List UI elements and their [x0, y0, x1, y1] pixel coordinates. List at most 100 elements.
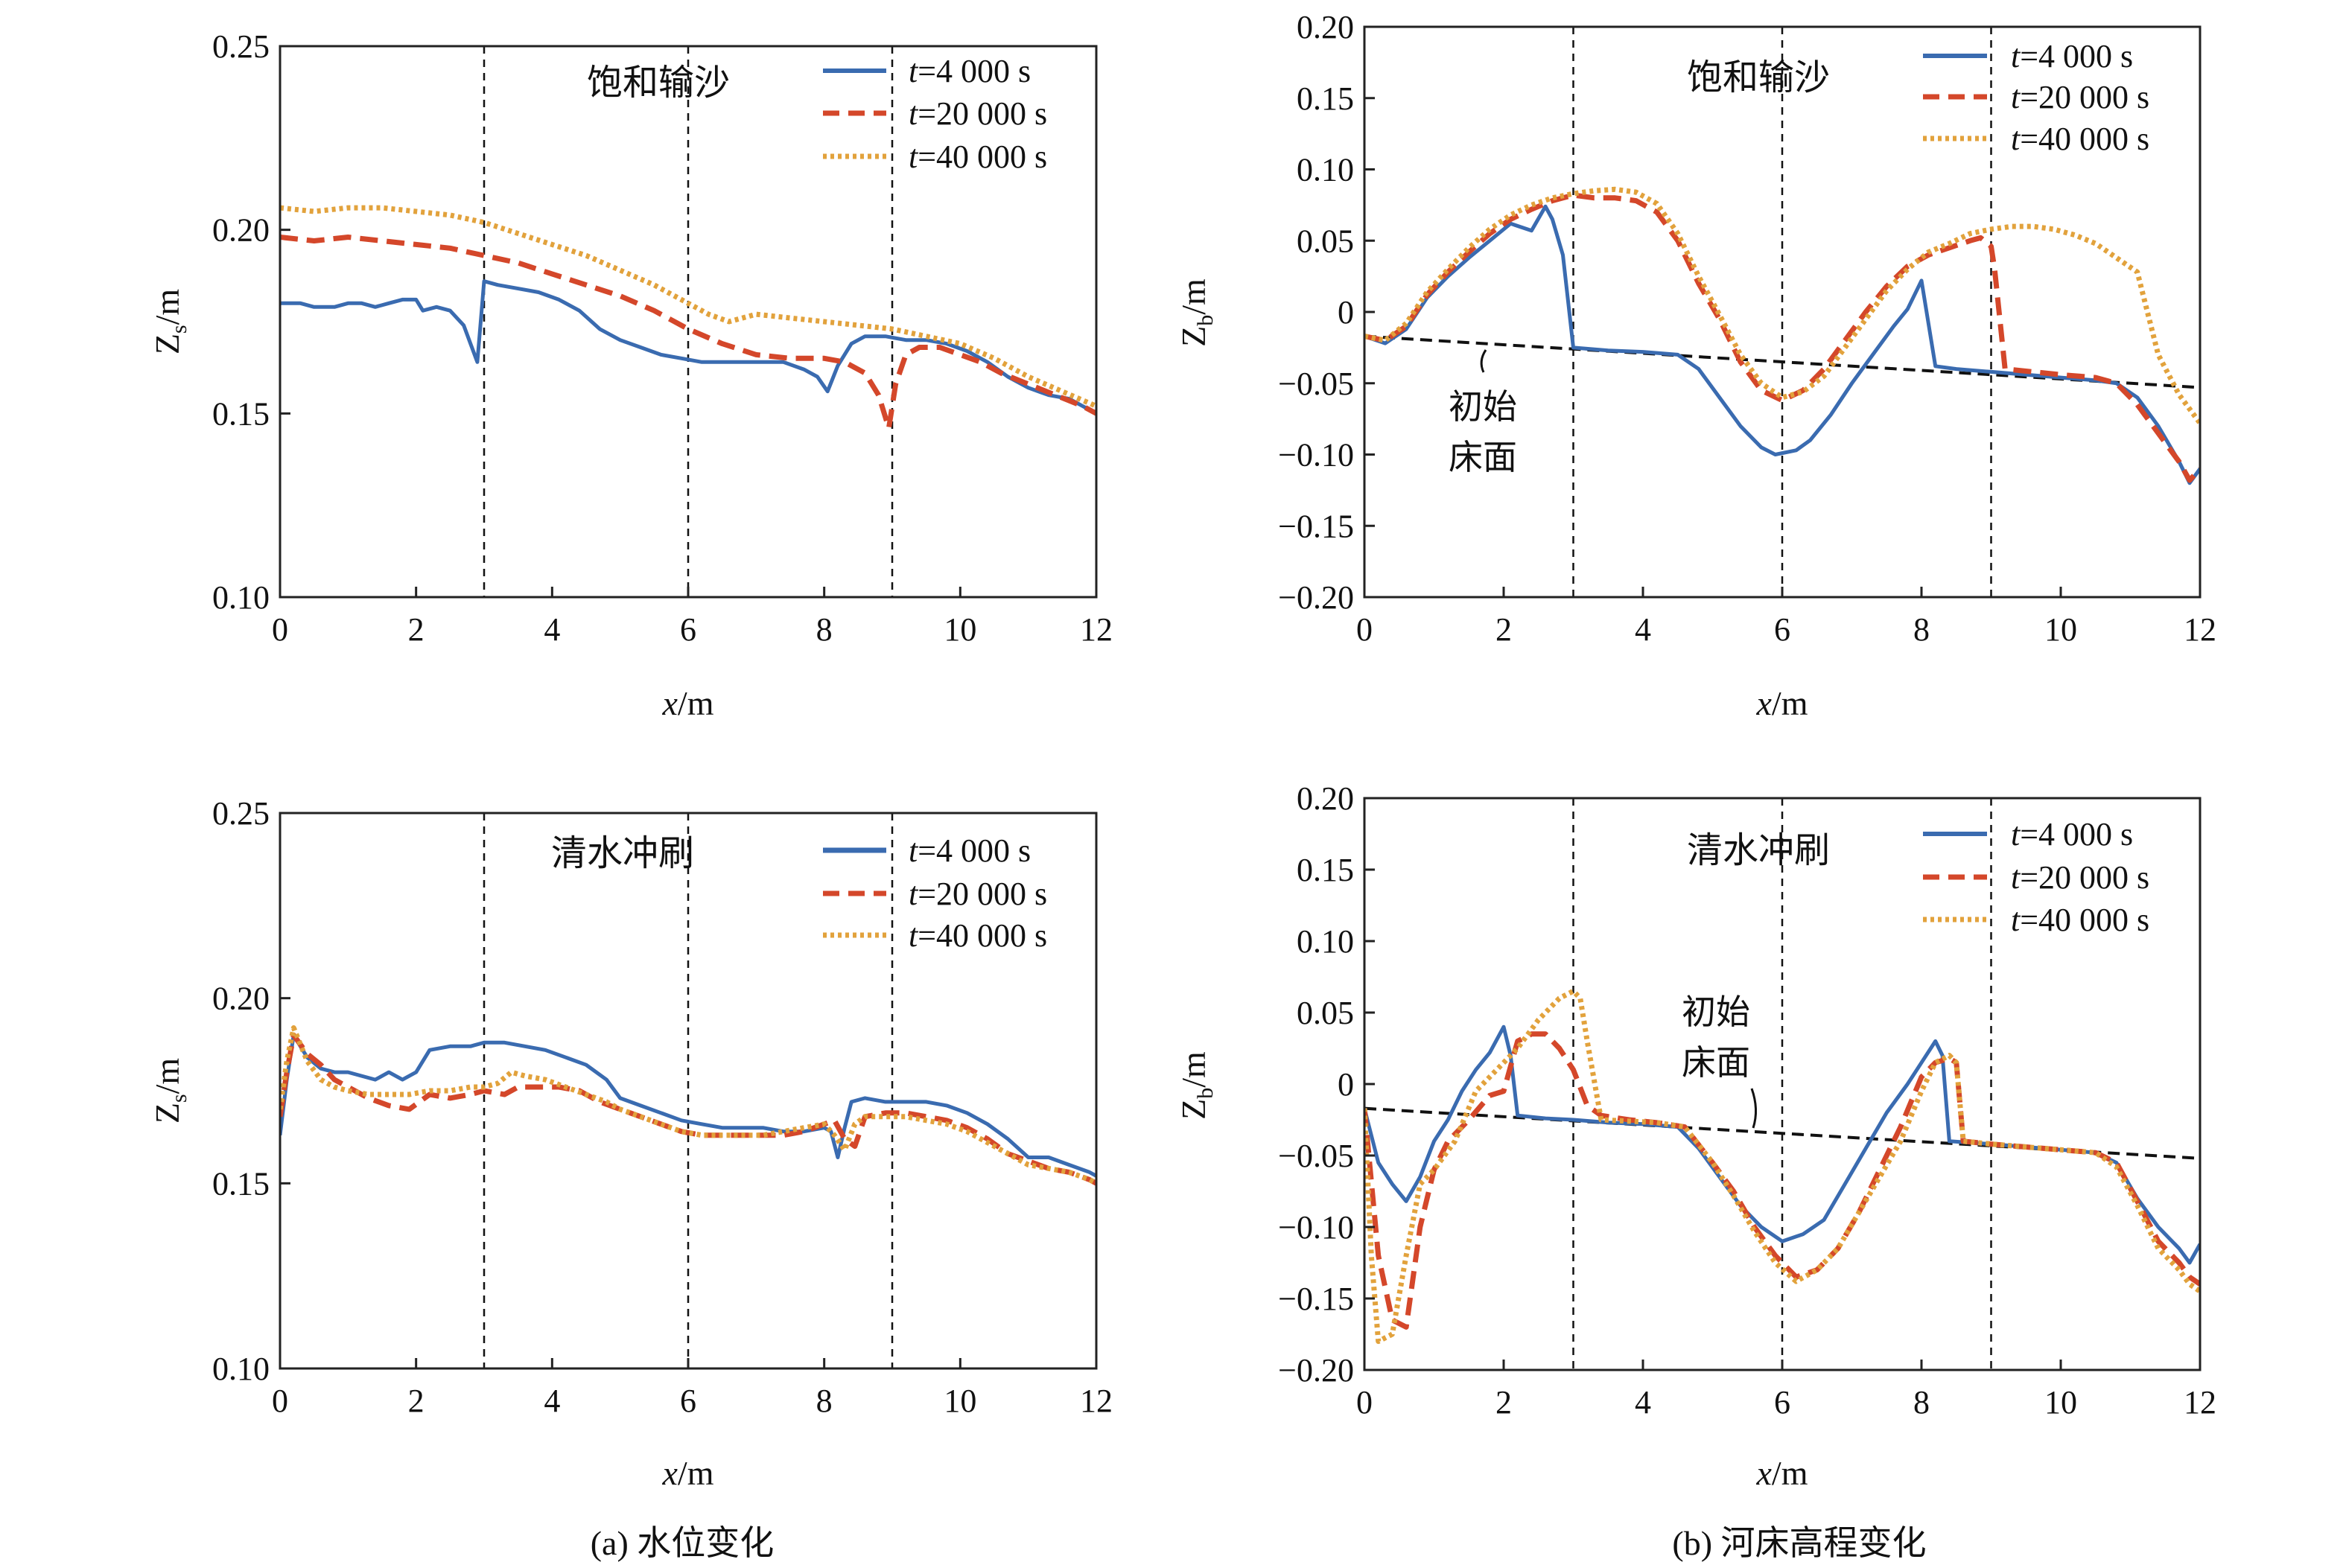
annotation-leader [1750, 1088, 1757, 1129]
x-axis-label: x/m [1756, 684, 1808, 722]
y-tick-label: 0.05 [1297, 223, 1354, 259]
annotation-line2: 床面 [1682, 1044, 1750, 1082]
axis-ticks: 0 2 4 6 8 10 12 0.10 0.15 0.20 0.25 [212, 795, 1113, 1419]
legend-label-4000: t=4 000 s [909, 832, 1031, 869]
y-tick-label: −0.15 [1278, 508, 1354, 544]
legend: t=4 000 s t=20 000 s t=40 000 s [1923, 816, 2149, 938]
x-tick-label: 0 [1356, 1384, 1373, 1421]
legend: t=4 000 s t=20 000 s t=40 000 s [823, 832, 1047, 954]
legend-label-40000: t=40 000 s [2011, 902, 2149, 938]
vertical-reference-lines [483, 46, 894, 597]
x-tick-label: 4 [544, 611, 560, 648]
caption-b: (b) 河床高程变化 [1672, 1524, 1926, 1562]
x-tick-label: 2 [408, 611, 425, 648]
series-lines [280, 1025, 1096, 1186]
y-axis-label: Zs/m [148, 289, 191, 355]
y-tick-label: 0.05 [1297, 995, 1354, 1031]
panel-title: 清水冲刷 [1687, 831, 1830, 870]
series-line-4000 [280, 279, 1096, 415]
chart-panel-bottom-left: 0 2 4 6 8 10 12 0.10 0.15 0.20 0.25 清水冲刷 t=4 000 s… [148, 795, 1113, 1492]
y-tick-label: 0 [1338, 1066, 1354, 1103]
axis-ticks: 0 2 4 6 8 10 12 −0.20 −0.15 −0.10 −0.05 0 0.05 0.10 0.… [1278, 780, 2216, 1421]
chart-panel-top-left: 0 2 4 6 8 10 12 0.10 0.15 0.20 0.25 饱和输沙 t=4 000 s… [148, 28, 1113, 722]
x-tick-label: 10 [2044, 1384, 2077, 1421]
legend: t=4 000 s t=20 000 s t=40 000 s [823, 53, 1047, 175]
axis-ticks: 0 2 4 6 8 10 12 0.10 0.15 0.20 0.25 [212, 28, 1113, 648]
x-tick-label: 4 [544, 1383, 560, 1419]
y-tick-label: 0.15 [212, 1165, 270, 1202]
series-lines [1364, 988, 2200, 1345]
x-tick-label: 0 [1356, 611, 1373, 648]
legend-label-40000: t=40 000 s [909, 917, 1047, 954]
chart-panel-bottom-right: 0 2 4 6 8 10 12 −0.20 −0.15 −0.10 −0.05 0 0.05 0.10 0.… [1174, 780, 2216, 1492]
x-tick-label: 6 [1774, 1384, 1790, 1421]
y-tick-label: 0.15 [1297, 852, 1354, 888]
series-line-4000 [1364, 204, 2200, 485]
y-tick-label: 0.20 [212, 212, 270, 249]
legend-label-20000: t=20 000 s [909, 876, 1047, 912]
vertical-reference-lines [1572, 798, 1992, 1370]
series-line-40000 [280, 1025, 1096, 1186]
y-tick-label: 0.15 [212, 395, 270, 432]
annotation-line1: 初始 [1682, 993, 1750, 1031]
x-tick-label: 12 [2184, 611, 2216, 648]
legend-label-20000: t=20 000 s [909, 95, 1047, 132]
series-lines [280, 205, 1096, 431]
y-axis-label: Zb/m [1174, 1051, 1218, 1120]
panel-title: 饱和输沙 [587, 63, 730, 103]
y-tick-label: −0.05 [1278, 366, 1354, 402]
x-tick-label: 6 [1774, 611, 1790, 648]
x-axis-label: x/m [1756, 1454, 1808, 1492]
legend-label-20000: t=20 000 s [2011, 79, 2149, 115]
y-axis-label: Zs/m [148, 1058, 191, 1124]
x-tick-label: 0 [272, 1383, 288, 1419]
x-tick-label: 2 [408, 1383, 425, 1419]
series-line-20000 [280, 235, 1096, 431]
x-tick-label: 10 [2044, 611, 2077, 648]
y-axis-label: Zb/m [1174, 278, 1218, 347]
x-tick-label: 8 [1913, 1384, 1930, 1421]
annotation-line2: 床面 [1449, 439, 1517, 477]
x-tick-label: 12 [1080, 611, 1113, 648]
x-tick-label: 6 [680, 1383, 696, 1419]
chart-panel-top-right: 0 2 4 6 8 10 12 −0.20 −0.15 −0.10 −0.05 0 0.05 0.10 0.… [1174, 9, 2216, 722]
y-tick-label: 0.15 [1297, 80, 1354, 117]
legend-label-4000: t=4 000 s [909, 53, 1031, 89]
y-tick-label: 0.20 [212, 981, 270, 1017]
y-tick-label: 0.10 [1297, 923, 1354, 960]
x-tick-label: 4 [1635, 611, 1651, 648]
series-line-20000 [1364, 192, 2200, 483]
legend-label-4000: t=4 000 s [2011, 816, 2133, 852]
y-tick-label: 0.25 [212, 795, 270, 832]
x-tick-label: 8 [816, 611, 833, 648]
legend-label-40000: t=40 000 s [909, 138, 1047, 175]
annotation-line1: 初始 [1449, 388, 1517, 426]
x-tick-label: 10 [944, 1383, 976, 1419]
x-axis-label: x/m [662, 1454, 714, 1492]
y-tick-label: −0.20 [1278, 579, 1354, 616]
panel-title: 饱和输沙 [1687, 58, 1830, 98]
y-tick-label: 0.25 [212, 28, 270, 65]
caption-a: (a) 水位变化 [591, 1524, 775, 1562]
y-tick-label: −0.15 [1278, 1281, 1354, 1317]
x-tick-label: 2 [1495, 1384, 1512, 1421]
series-line-40000 [280, 205, 1096, 409]
vertical-reference-lines [1572, 27, 1992, 597]
y-tick-label: −0.10 [1278, 1209, 1354, 1246]
initial-bed-annotation: 初始 床面 [1682, 993, 1757, 1129]
series-line-20000 [280, 1032, 1096, 1186]
x-tick-label: 8 [816, 1383, 833, 1419]
legend-label-4000: t=4 000 s [2011, 38, 2133, 74]
y-tick-label: 0.10 [212, 579, 270, 616]
x-tick-label: 12 [1080, 1383, 1113, 1419]
legend: t=4 000 s t=20 000 s t=40 000 s [1923, 38, 2149, 157]
legend-label-20000: t=20 000 s [2011, 859, 2149, 896]
series-line-4000 [280, 1033, 1096, 1178]
y-tick-label: −0.10 [1278, 437, 1354, 474]
x-tick-label: 10 [944, 611, 976, 648]
axis-ticks: 0 2 4 6 8 10 12 −0.20 −0.15 −0.10 −0.05 0 0.05 0.10 0.… [1278, 9, 2216, 648]
y-tick-label: 0 [1338, 294, 1354, 331]
x-tick-label: 0 [272, 611, 288, 648]
x-tick-label: 4 [1635, 1384, 1651, 1421]
